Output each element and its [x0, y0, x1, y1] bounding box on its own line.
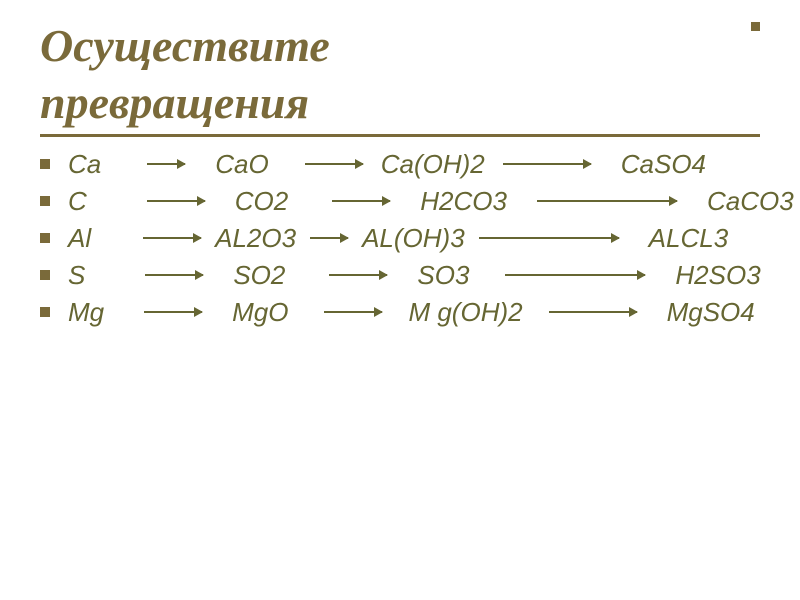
chain-row: CCO2H2CO3CaCO3	[40, 186, 760, 217]
chain-content: Ca CaO Ca(OH)2 CaSO4	[68, 149, 760, 180]
chain-content: Mg MgO M g(OH)2 MgSO4	[68, 297, 760, 328]
compound: CaCO3	[707, 186, 794, 217]
arrow-icon	[329, 274, 387, 276]
compound: AL2O3	[215, 223, 296, 254]
compound: Ca	[68, 149, 101, 180]
arrow-icon	[503, 163, 591, 165]
title-line1: Осуществите	[40, 20, 760, 73]
compound: C	[68, 186, 87, 217]
arrow-icon	[479, 237, 619, 239]
compound: SO3	[417, 260, 469, 291]
chain-row: Al AL2O3 AL(OH)3 ALCL3	[40, 223, 760, 254]
bullet-icon	[40, 233, 50, 243]
arrow-icon	[305, 163, 363, 165]
compound: S	[68, 260, 85, 291]
compound: CaSO4	[621, 149, 706, 180]
chain-row: Ca CaO Ca(OH)2 CaSO4	[40, 149, 760, 180]
compound: SO2	[233, 260, 285, 291]
arrow-icon	[144, 311, 202, 313]
compound: MgO	[232, 297, 288, 328]
bullet-icon	[40, 270, 50, 280]
compound: M g(OH)2	[408, 297, 522, 328]
arrow-icon	[537, 200, 677, 202]
arrow-icon	[147, 200, 205, 202]
compound: H2SO3	[675, 260, 760, 291]
bullet-icon	[40, 307, 50, 317]
chain-content: C CO2 H2CO3 CaCO3	[68, 186, 794, 217]
compound: Ca(OH)2	[381, 149, 485, 180]
compound: Al	[68, 223, 91, 254]
corner-marker	[751, 22, 760, 31]
compound: Mg	[68, 297, 104, 328]
title-underline	[40, 134, 760, 137]
bullet-icon	[40, 196, 50, 206]
chain-row: S SO2 SO3 H2SO3	[40, 260, 760, 291]
transformation-list: CaCaOCa(OH)2CaSO4CCO2H2CO3CaCO3AlAL2O3AL…	[40, 149, 760, 328]
compound: H2CO3	[420, 186, 507, 217]
arrow-icon	[310, 237, 348, 239]
compound: ALCL3	[649, 223, 729, 254]
arrow-icon	[324, 311, 382, 313]
arrow-icon	[145, 274, 203, 276]
slide-title: Осуществите превращения	[40, 20, 760, 130]
title-line2: превращения	[40, 77, 760, 130]
arrow-icon	[505, 274, 645, 276]
arrow-icon	[332, 200, 390, 202]
compound: CaO	[215, 149, 268, 180]
arrow-icon	[143, 237, 201, 239]
bullet-icon	[40, 159, 50, 169]
compound: CO2	[235, 186, 288, 217]
chain-row: Mg MgO M g(OH)2 MgSO4	[40, 297, 760, 328]
chain-content: Al AL2O3 AL(OH)3 ALCL3	[68, 223, 760, 254]
compound: AL(OH)3	[362, 223, 465, 254]
arrow-icon	[549, 311, 637, 313]
compound: MgSO4	[667, 297, 755, 328]
chain-content: S SO2 SO3 H2SO3	[68, 260, 761, 291]
arrow-icon	[147, 163, 185, 165]
